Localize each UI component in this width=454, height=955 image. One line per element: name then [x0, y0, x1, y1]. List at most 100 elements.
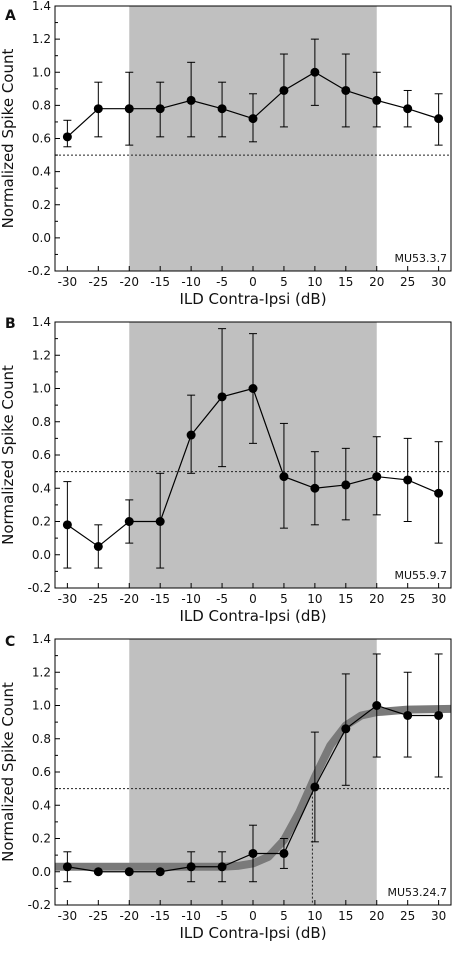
x-tick-label: 25	[400, 592, 415, 606]
y-axis-label: Normalized Spike Count	[0, 365, 17, 545]
x-tick-label: -30	[58, 909, 78, 923]
y-tick-label: 0.0	[32, 865, 51, 879]
x-tick-label: -25	[89, 909, 109, 923]
y-tick-label: 0.6	[32, 765, 51, 779]
y-tick-label: 0.0	[32, 548, 51, 562]
data-point	[310, 483, 320, 493]
data-point	[372, 95, 382, 105]
data-point	[279, 848, 289, 858]
x-tick-label: -15	[150, 592, 170, 606]
data-point	[434, 114, 444, 124]
unit-id-label: MU53.3.7	[394, 252, 447, 265]
x-tick-label: 15	[338, 592, 353, 606]
y-tick-label: -0.2	[28, 898, 51, 912]
data-point	[93, 104, 103, 114]
data-point	[341, 85, 351, 95]
x-tick-label: 30	[431, 909, 446, 923]
x-tick-label: 30	[431, 592, 446, 606]
x-tick-label: -5	[216, 592, 228, 606]
y-tick-label: 1.4	[32, 0, 51, 13]
unit-id-label: MU53.24.7	[387, 886, 447, 899]
x-tick-label: -5	[216, 909, 228, 923]
data-point	[248, 384, 258, 393]
y-tick-label: 0.6	[32, 448, 51, 462]
x-tick-label: -30	[58, 275, 78, 289]
data-point	[279, 85, 289, 95]
x-axis-label: ILD Contra-Ipsi (dB)	[179, 607, 326, 625]
y-tick-label: 0.2	[32, 832, 51, 846]
x-tick-label: -5	[216, 275, 228, 289]
x-tick-label: 5	[280, 275, 288, 289]
x-tick-label: -10	[181, 592, 201, 606]
data-point	[279, 472, 289, 482]
data-point	[155, 517, 165, 526]
x-tick-label: -15	[150, 909, 170, 923]
x-tick-label: -25	[89, 592, 109, 606]
panel-letter: B	[5, 316, 16, 332]
x-tick-label: 15	[338, 275, 353, 289]
y-tick-label: 1.0	[32, 699, 51, 713]
y-tick-label: 0.4	[32, 798, 51, 812]
data-point	[155, 867, 165, 877]
data-point	[403, 710, 413, 720]
data-point	[341, 724, 351, 734]
data-point	[217, 392, 227, 402]
x-tick-label: 10	[307, 275, 322, 289]
data-point	[124, 517, 134, 526]
panel-b: -0.2 0.0 0.2 0.4 0.6 0.8 1.0 1.2 1.4 -30 -25 -20 -15…	[0, 315, 452, 625]
y-tick-label: 1.2	[32, 348, 51, 362]
data-point	[341, 480, 351, 490]
y-tick-label: 1.2	[32, 32, 51, 46]
data-point	[403, 104, 413, 114]
data-point	[93, 541, 103, 551]
data-point	[186, 430, 196, 440]
data-point	[310, 67, 320, 77]
x-tick-label: 25	[400, 909, 415, 923]
y-tick-label: 1.4	[32, 315, 51, 329]
data-point	[248, 114, 258, 124]
data-point	[62, 132, 72, 142]
x-tick-label: 5	[280, 909, 288, 923]
y-tick-label: 1.2	[32, 665, 51, 679]
data-point	[217, 862, 227, 872]
x-tick-label: -15	[150, 275, 170, 289]
y-tick-label: 0.8	[32, 415, 51, 429]
x-tick-label: -10	[181, 909, 201, 923]
data-point	[372, 701, 382, 710]
y-tick-label: -0.2	[28, 581, 51, 595]
x-tick-label: 20	[369, 592, 384, 606]
x-tick-label: 5	[280, 592, 288, 606]
panel-c: -0.2 0.0 0.2 0.4 0.6 0.8 1.0 1.2 1.4 -30 -25 -20 -15…	[0, 632, 452, 942]
y-tick-label: 1.0	[32, 382, 51, 396]
x-tick-label: 0	[249, 275, 257, 289]
x-tick-label: -30	[58, 592, 78, 606]
data-point	[62, 862, 72, 872]
x-axis-label: ILD Contra-Ipsi (dB)	[179, 290, 326, 308]
y-tick-label: 0.6	[32, 132, 51, 146]
x-tick-label: -20	[119, 592, 139, 606]
data-point	[403, 475, 413, 485]
data-point	[186, 95, 196, 105]
data-point	[62, 520, 72, 530]
y-tick-label: 0.8	[32, 732, 51, 746]
y-tick-label: -0.2	[28, 264, 51, 278]
data-point	[93, 867, 103, 877]
data-point	[434, 488, 444, 498]
data-point	[124, 867, 134, 877]
x-tick-label: 10	[307, 592, 322, 606]
panel-a: -0.2 0.0 0.2 0.4 0.6 0.8 1.0 1.2 1.4 -30 -25 -20 -15…	[0, 0, 452, 308]
data-point	[372, 472, 382, 482]
y-tick-label: 0.8	[32, 98, 51, 112]
y-tick-label: 1.4	[32, 632, 51, 646]
data-point	[155, 104, 165, 114]
x-tick-label: 25	[400, 275, 415, 289]
x-tick-label: 20	[369, 909, 384, 923]
x-tick-label: 20	[369, 275, 384, 289]
data-point	[124, 104, 134, 114]
y-tick-label: 1.0	[32, 65, 51, 79]
data-point	[310, 782, 320, 792]
panel-letter: C	[5, 634, 15, 650]
y-tick-label: 0.4	[32, 481, 51, 495]
